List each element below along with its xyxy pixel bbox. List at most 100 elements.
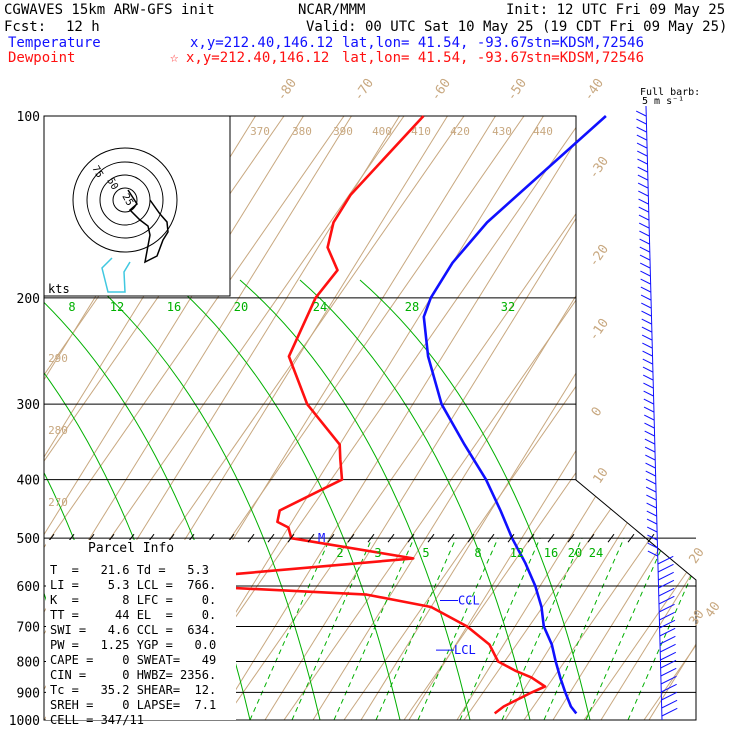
- wind-barb: [641, 334, 653, 341]
- mixing-ratio-line: [585, 537, 667, 720]
- star-icon: ☆: [170, 50, 179, 66]
- mixing-ratio-line: [375, 537, 457, 720]
- plot-frame: [43, 115, 697, 721]
- dry-adiabat-label: 390: [333, 125, 353, 138]
- hatch-mark: [407, 533, 415, 543]
- pressure-tick-label: 600: [17, 580, 40, 595]
- moist-adiabat-line: [299, 279, 531, 720]
- moist-adiabat-line: [359, 279, 591, 720]
- wind-barb: [644, 430, 655, 437]
- wind-barb: [646, 518, 658, 525]
- wind-barb: [657, 563, 674, 573]
- dry-adiabat-line: [223, 116, 645, 720]
- hodograph-frame: [43, 115, 231, 297]
- pressure-tick-label: 400: [17, 474, 40, 489]
- annotation-label: CCL: [458, 593, 480, 607]
- hatch-mark: [327, 533, 335, 543]
- hatch-mark: [247, 533, 255, 543]
- wind-barb: [660, 651, 677, 661]
- wind-barb: [640, 270, 651, 277]
- hatch-mark: [587, 533, 595, 543]
- wind-barb: [660, 675, 677, 685]
- wind-barb: [642, 374, 654, 381]
- hatch-mark: [547, 533, 555, 543]
- hatch-mark: [467, 533, 475, 543]
- wind-barb: [661, 691, 678, 701]
- mixing-ratio-line: [543, 537, 625, 720]
- isotherm-line: [408, 116, 696, 720]
- profile-lines: [47, 115, 655, 715]
- isotherm-line: [44, 116, 352, 720]
- hodograph-ring-label: 50: [104, 176, 120, 192]
- wind-barb: [645, 486, 657, 493]
- wind-barb: [658, 603, 675, 613]
- wind-barb: [638, 222, 650, 229]
- hodograph-upper-trace: [127, 189, 169, 264]
- temperature-station: stn=KDSM,72546: [526, 35, 645, 51]
- temperature-latlon: lat,lon= 41.54, -93.67: [342, 35, 528, 51]
- wind-barb: [636, 126, 647, 133]
- mixing-ratio-label: 24: [589, 546, 603, 560]
- isotherm-label: -20: [586, 242, 612, 270]
- mixing-ratio-label: 8: [474, 546, 481, 560]
- annotation-label: LCL: [454, 643, 476, 657]
- mixing-ratio-line: [417, 537, 499, 720]
- wind-barb: [645, 470, 656, 477]
- wind-barb: [637, 158, 648, 165]
- dry-adiabat-line: [283, 116, 696, 720]
- wind-barb: [639, 238, 650, 245]
- parcel-info-row: PW = 1.25 YGP = 0.0: [50, 638, 216, 652]
- dry-adiabat-label: 270: [48, 496, 68, 509]
- wind-barb: [646, 502, 657, 509]
- hodograph-ring-label: 75: [89, 164, 105, 180]
- mixing-ratio-label: 2: [336, 546, 343, 560]
- wind-barb: [659, 611, 675, 621]
- isotherm-label: -70: [351, 76, 377, 104]
- wind-barb: [643, 398, 654, 405]
- wind-barb: [644, 414, 655, 421]
- dry-adiabat-label: 430: [492, 125, 512, 138]
- mixing-ratio-label: 24: [313, 300, 327, 314]
- wind-barb: [645, 478, 656, 485]
- wind-barb: [641, 310, 652, 317]
- wind-barb: [641, 318, 652, 325]
- wind-barb: [642, 350, 653, 357]
- dry-adiabat-label: 440: [533, 125, 553, 138]
- temperature-line: [422, 115, 607, 715]
- mixing-ratio-label: 12: [110, 300, 124, 314]
- wind-barb: [638, 190, 649, 197]
- wind-barb: [658, 587, 675, 597]
- hatch-mark: [267, 533, 275, 543]
- org-label: NCAR/MMM: [298, 2, 366, 18]
- isotherm-line: [264, 116, 640, 720]
- wind-barb: [661, 699, 678, 709]
- isotherm-label: 40: [702, 599, 723, 620]
- isotherm-label: 0: [589, 404, 606, 419]
- dry-adiabat-label: 370: [250, 125, 270, 138]
- isotherm-label: -50: [504, 76, 530, 104]
- parcel-info-row: CELL = 347/11: [50, 713, 144, 727]
- dry-adiabat-line: [704, 116, 740, 720]
- parcel-info-row: SWI = 4.6 CCL = 634.: [50, 623, 216, 637]
- wind-barb: [638, 214, 649, 221]
- wind-barb: [657, 555, 674, 565]
- wind-barb: [640, 278, 651, 285]
- hodograph-unit-label: kts: [48, 282, 70, 296]
- wind-barb: [661, 707, 678, 717]
- wind-barb: [638, 206, 649, 213]
- parcel-info-row: SREH = 0 LAPSE= 7.1: [50, 698, 216, 712]
- wind-barb: [635, 110, 647, 117]
- hatch-mark: [447, 533, 455, 543]
- dewpoint-xy: x,y=212.40,146.12: [186, 50, 330, 66]
- dry-adiabat-line: [403, 116, 696, 720]
- hatch-mark: [347, 533, 355, 543]
- pressure-tick-label: 300: [17, 398, 40, 413]
- mixing-ratio-label: 8: [68, 300, 75, 314]
- wind-barb: [643, 390, 654, 397]
- hatch-mark: [427, 533, 435, 543]
- pressure-tick-label: 500: [17, 532, 40, 547]
- annotation-label: M: [318, 531, 325, 545]
- pressure-tick-label: 800: [17, 655, 40, 670]
- wind-barb: [647, 534, 658, 541]
